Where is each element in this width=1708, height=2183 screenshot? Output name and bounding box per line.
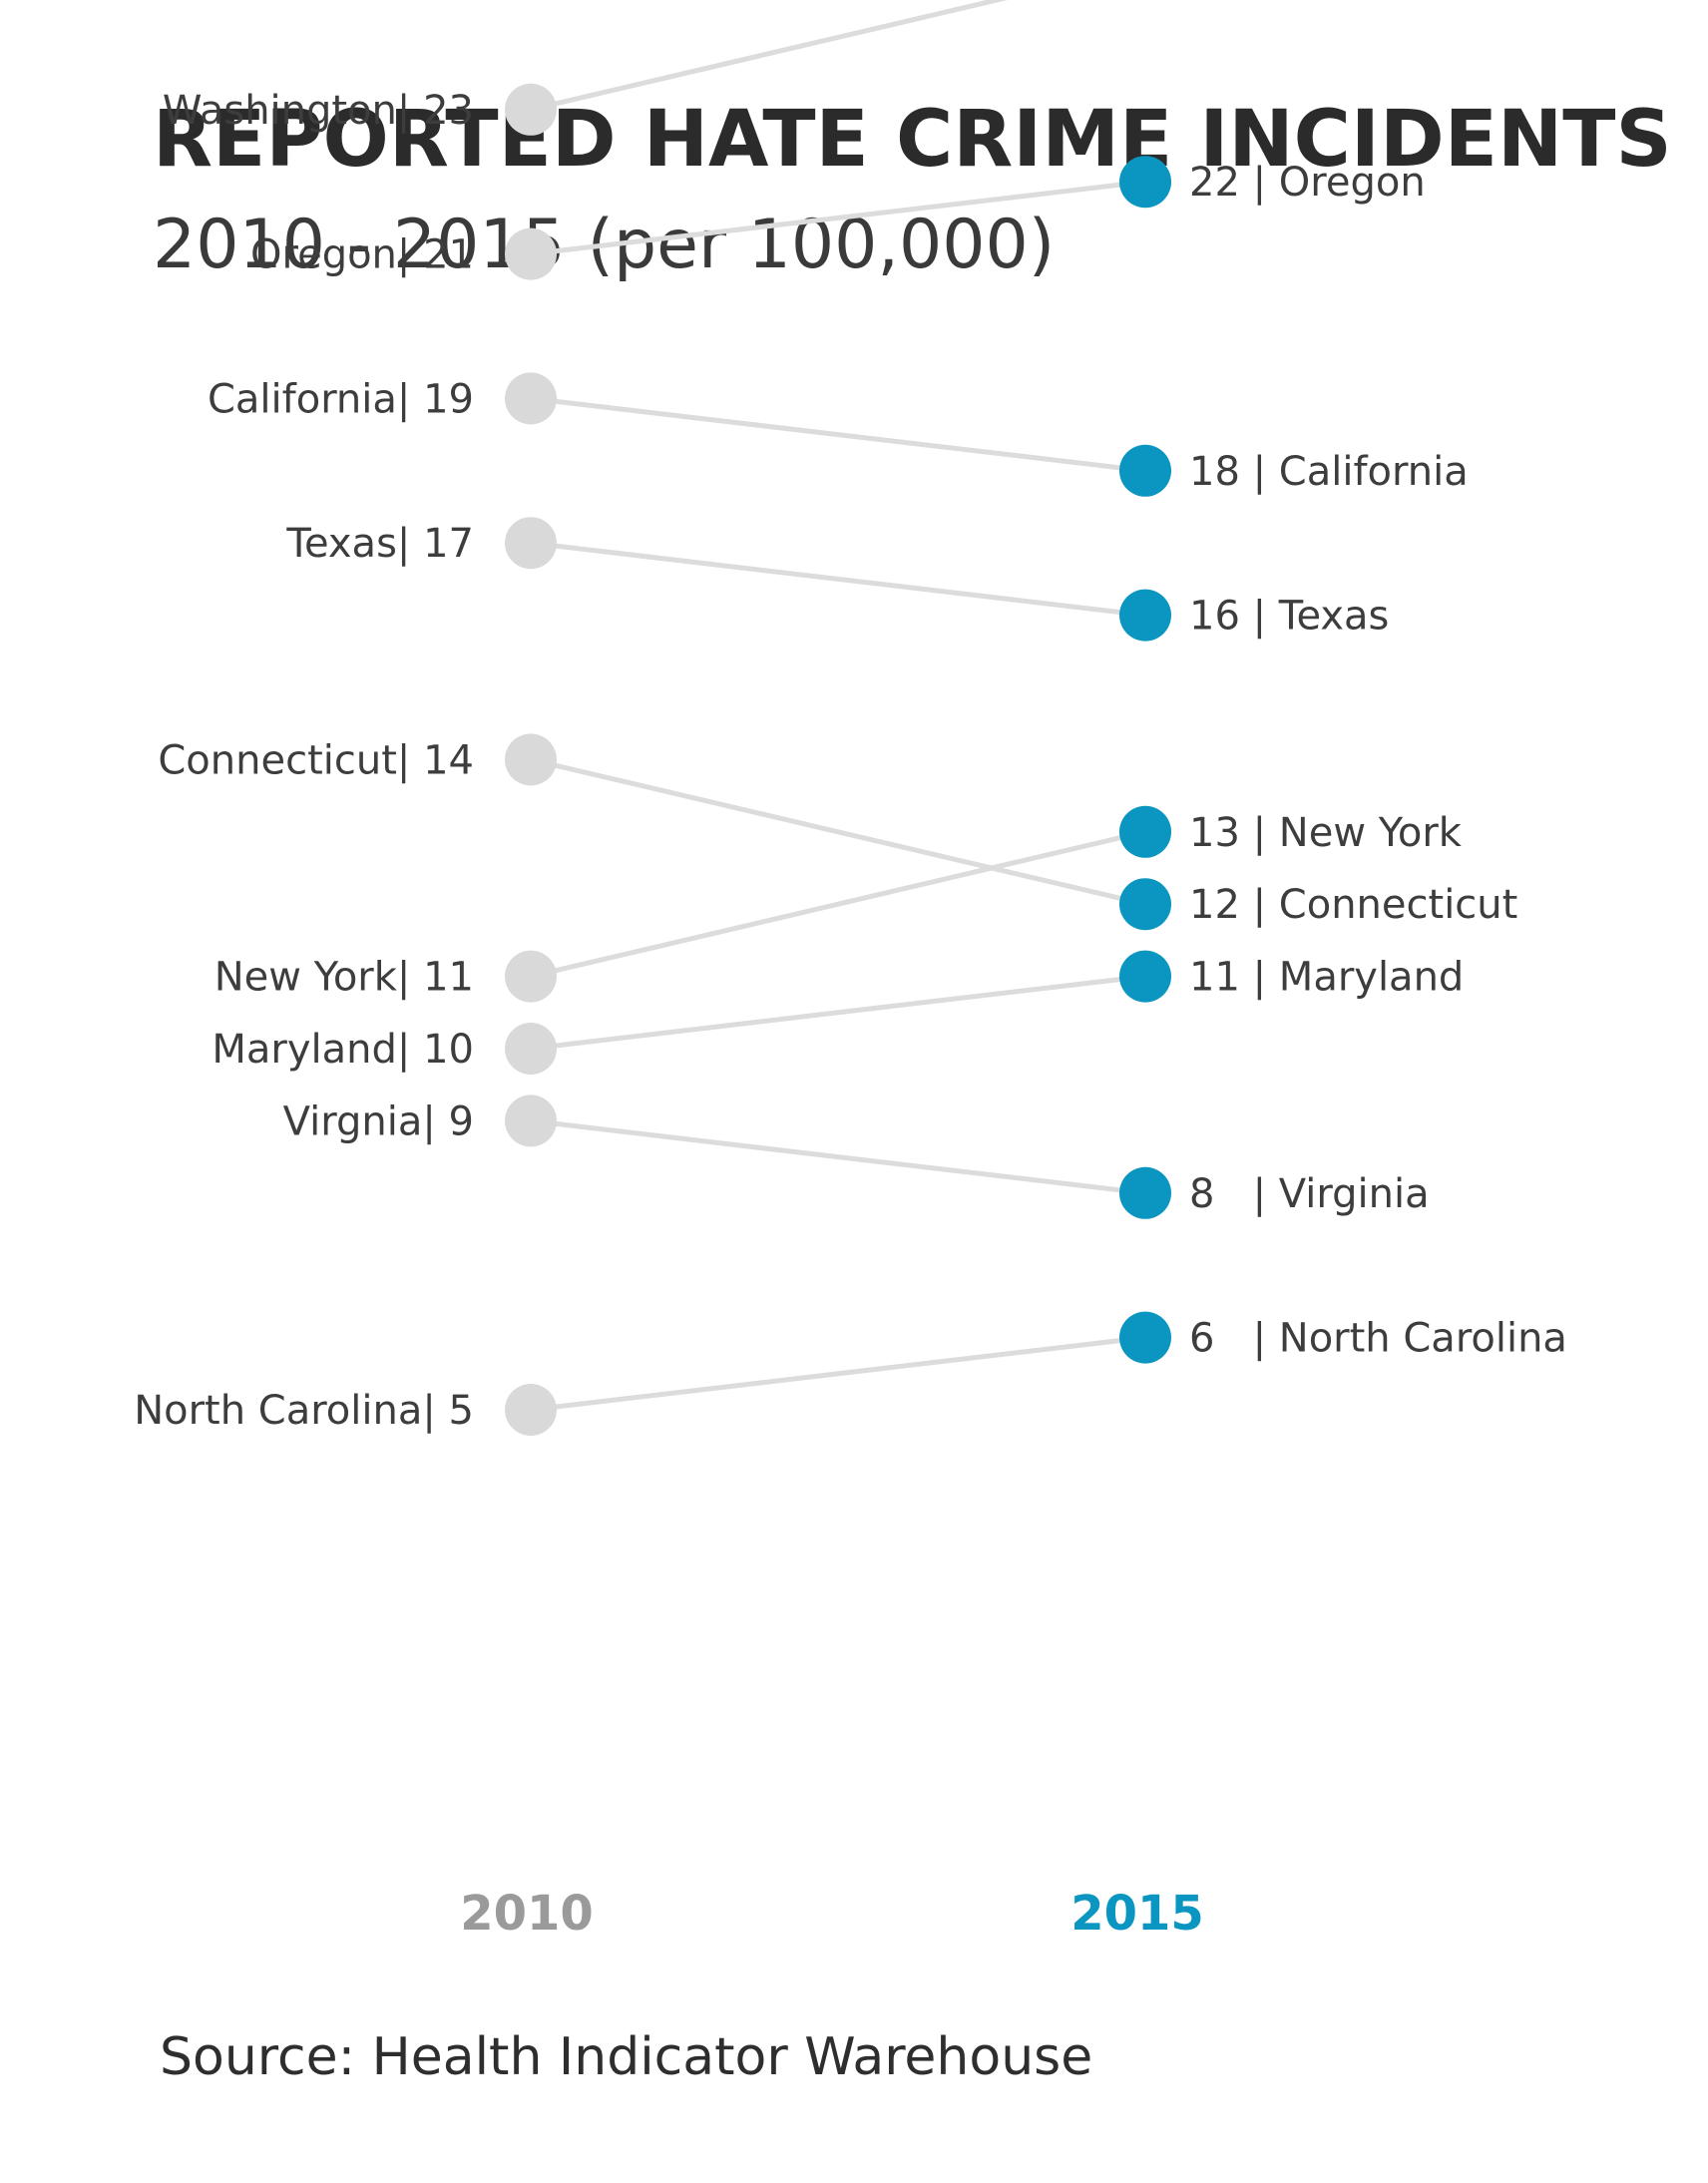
dot-2010-california bbox=[505, 372, 557, 425]
label-2010-california: California| 19 bbox=[208, 376, 474, 422]
axis-label-2010: 2010 bbox=[460, 1886, 594, 1942]
label-2010-north-carolina: North Carolina| 5 bbox=[134, 1388, 474, 1434]
dot-2015-california bbox=[1119, 444, 1171, 497]
label-2010-maryland: Maryland| 10 bbox=[212, 1027, 474, 1073]
dot-2015-texas bbox=[1119, 589, 1171, 642]
dot-2010-texas bbox=[505, 517, 557, 570]
dot-2015-virginia bbox=[1119, 1166, 1171, 1219]
source-note: Source: Health Indicator Warehouse bbox=[160, 2027, 1092, 2087]
label-2015-virginia: 8 | Virginia bbox=[1189, 1171, 1430, 1217]
label-2010-washington: Washington| 23 bbox=[163, 88, 474, 134]
dot-2015-connecticut bbox=[1119, 878, 1171, 931]
slope-line-oregon bbox=[530, 179, 1146, 257]
dot-2015-maryland bbox=[1119, 950, 1171, 1003]
slope-line-texas bbox=[530, 540, 1146, 619]
slope-line-washington bbox=[530, 0, 1009, 113]
label-2010-virginia: Virgnia| 9 bbox=[283, 1098, 474, 1144]
label-2015-north-carolina: 6 | North Carolina bbox=[1189, 1316, 1567, 1362]
label-2015-new-york: 13 | New York bbox=[1189, 810, 1463, 856]
label-2015-california: 18 | California bbox=[1189, 449, 1469, 495]
dot-2015-new-york bbox=[1119, 805, 1171, 858]
dot-2010-connecticut bbox=[505, 733, 557, 786]
slope-dots bbox=[505, 83, 1171, 1436]
dot-2015-north-carolina bbox=[1119, 1311, 1171, 1364]
dot-2015-oregon bbox=[1119, 156, 1171, 209]
dot-2010-new-york bbox=[505, 950, 557, 1003]
label-2015-connecticut: 12 | Connecticut bbox=[1189, 882, 1517, 928]
label-2015-texas: 16 | Texas bbox=[1189, 594, 1389, 640]
label-2015-maryland: 11 | Maryland bbox=[1189, 955, 1464, 1001]
slope-line-connecticut bbox=[530, 756, 1146, 907]
slope-line-virginia bbox=[530, 1117, 1146, 1196]
slope-lines bbox=[530, 0, 1146, 1413]
slope-line-new-york bbox=[530, 829, 1146, 980]
dot-2010-washington bbox=[505, 83, 557, 136]
period-axis: 2010 2015 bbox=[460, 1886, 1204, 1942]
axis-label-2015: 2015 bbox=[1070, 1886, 1204, 1942]
label-2010-connecticut: Connecticut| 14 bbox=[158, 737, 474, 783]
chart-title: REPORTED HATE CRIME INCIDENTS bbox=[153, 95, 1672, 185]
dot-2010-maryland bbox=[505, 1023, 557, 1075]
slope-line-california bbox=[530, 395, 1146, 474]
slope-line-maryland bbox=[530, 974, 1146, 1052]
slope-labels: Washington| 2325 | WashingtonOregon| 212… bbox=[134, 88, 1567, 1434]
slope-line-north-carolina bbox=[530, 1335, 1146, 1413]
label-2010-oregon: Oregon| 21 bbox=[250, 232, 474, 278]
dot-2010-north-carolina bbox=[505, 1384, 557, 1436]
label-2010-new-york: New York| 11 bbox=[214, 955, 474, 1001]
label-2010-texas: Texas| 17 bbox=[285, 521, 474, 567]
dot-2010-oregon bbox=[505, 227, 557, 280]
label-2015-oregon: 22 | Oregon bbox=[1189, 160, 1426, 206]
dot-2010-virginia bbox=[505, 1094, 557, 1147]
